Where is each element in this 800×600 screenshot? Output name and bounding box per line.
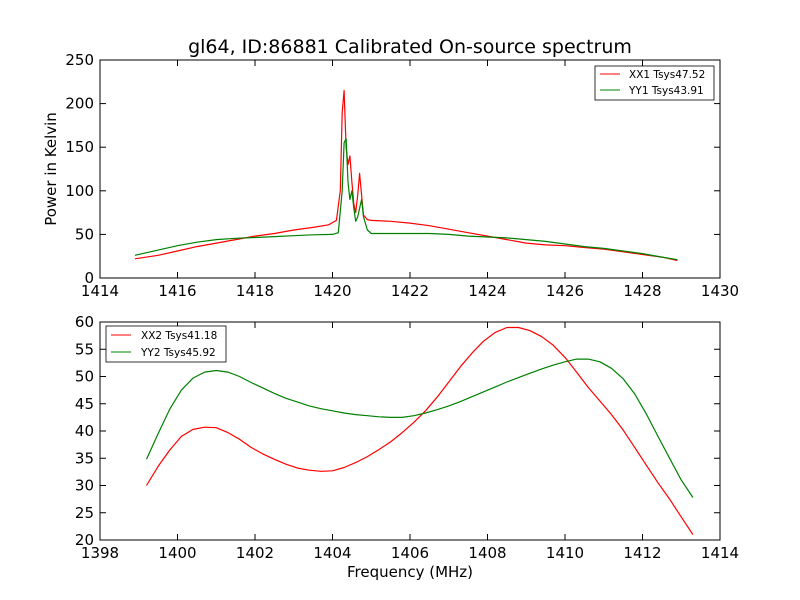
bottom-plot-frame xyxy=(99,321,721,541)
top-y-axis-label: Power in Kelvin xyxy=(42,112,60,226)
bottom-y-tick-label: 45 xyxy=(75,395,94,413)
top-plot-frame xyxy=(99,59,721,279)
bottom-x-tick-label: 1404 xyxy=(313,544,351,562)
bottom-legend: XX2 Tsys41.18 YY2 Tsys45.92 xyxy=(105,325,227,363)
top-y-tick-label: 250 xyxy=(65,51,94,69)
bottom-x-tick-label: 1412 xyxy=(623,544,661,562)
top-legend-box xyxy=(594,65,715,101)
bottom-x-axis-label: Frequency (MHz) xyxy=(347,563,473,581)
bottom-series-line-0 xyxy=(145,326,694,535)
bottom-y-tick-label: 30 xyxy=(75,477,94,495)
bottom-y-tick-label: 60 xyxy=(75,313,94,331)
top-series-line-1 xyxy=(134,137,678,261)
top-y-tick-label: 150 xyxy=(65,138,94,156)
top-legend-label-xx1: XX1 Tsys47.52 xyxy=(629,69,705,81)
top-x-tick-label: 1420 xyxy=(313,282,351,300)
bottom-y-tick-label: 20 xyxy=(75,531,94,549)
bottom-y-tick-label: 25 xyxy=(75,504,94,522)
bottom-series-lines xyxy=(145,326,694,535)
bottom-y-tick-label: 40 xyxy=(75,422,94,440)
top-axis-ticks: 1414 1416 1418 1420 1422 1424 1426 1428 1430 0 50 1… xyxy=(65,51,739,300)
top-y-tick-label: 100 xyxy=(65,182,94,200)
top-x-tick-label: 1424 xyxy=(468,282,506,300)
top-x-tick-label: 1422 xyxy=(391,282,429,300)
top-legend: XX1 Tsys47.52 YY1 Tsys43.91 xyxy=(594,65,715,101)
top-chart-title: gl64, ID:86881 Calibrated On-source spec… xyxy=(188,36,632,58)
bottom-legend-box xyxy=(105,325,227,363)
bottom-x-tick-label: 1400 xyxy=(158,544,196,562)
top-x-tick-label: 1418 xyxy=(236,282,274,300)
top-x-tick-label: 1414 xyxy=(81,282,119,300)
bottom-x-tick-label: 1410 xyxy=(546,544,584,562)
bottom-legend-label-yy2: YY2 Tsys45.92 xyxy=(140,347,216,359)
bottom-legend-label-xx2: XX2 Tsys41.18 xyxy=(141,330,217,342)
top-y-tick-label: 200 xyxy=(65,95,94,113)
bottom-y-tick-label: 55 xyxy=(75,340,94,358)
top-x-tick-label: 1430 xyxy=(701,282,739,300)
top-x-tick-label: 1426 xyxy=(546,282,584,300)
bottom-series-line-1 xyxy=(145,358,694,498)
top-panel: gl64, ID:86881 Calibrated On-source spec… xyxy=(42,36,739,300)
bottom-x-tick-label: 1414 xyxy=(701,544,739,562)
top-y-tick-label: 50 xyxy=(75,225,94,243)
top-x-tick-label: 1428 xyxy=(623,282,661,300)
bottom-x-tick-label: 1406 xyxy=(391,544,429,562)
bottom-panel: Frequency (MHz) 1398 1400 1402 1404 1406 1408… xyxy=(75,313,739,581)
bottom-y-tick-label: 35 xyxy=(75,449,94,467)
top-x-tick-label: 1416 xyxy=(158,282,196,300)
bottom-x-tick-label: 1398 xyxy=(81,544,119,562)
top-series-line-0 xyxy=(134,89,678,262)
bottom-y-tick-label: 50 xyxy=(75,368,94,386)
bottom-x-tick-label: 1408 xyxy=(468,544,506,562)
top-series-lines xyxy=(134,89,678,262)
top-legend-label-yy1: YY1 Tsys43.91 xyxy=(628,85,704,97)
bottom-x-tick-label: 1402 xyxy=(236,544,274,562)
top-y-tick-label: 0 xyxy=(84,269,94,287)
